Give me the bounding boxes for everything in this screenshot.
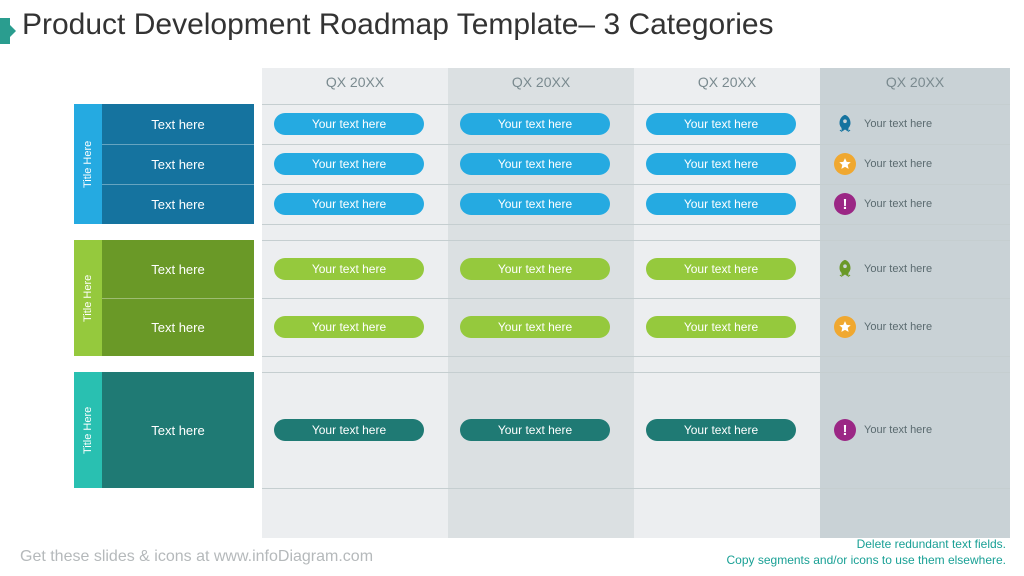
column-bg [262,68,448,538]
row-label: Text here [102,104,254,144]
footer-right-line2: Copy segments and/or icons to use them e… [727,552,1006,568]
category-divider [262,372,1010,373]
roadmap-pill: Your text here [460,153,610,175]
category-label: Title Here [74,372,102,488]
row-divider [262,298,1010,299]
alert-icon: ! [834,419,856,441]
column-header: QX 20XX [453,74,629,90]
footer-right-line1: Delete redundant text fields. [727,536,1006,552]
roadmap-pill: Your text here [460,193,610,215]
category-divider [262,356,1010,357]
roadmap-pill: Your text here [646,113,796,135]
footer-left: Get these slides & icons at www.infoDiag… [20,548,373,566]
milestone-text: Your text here [864,198,932,210]
row-divider [262,144,1010,145]
milestone-item: ! Your text here [826,419,932,441]
roadmap-pill: Your text here [460,419,610,441]
category-divider [262,488,1010,489]
milestone-item: Your text here [826,113,932,135]
column-bg [820,68,1010,538]
category-label: Title Here [74,104,102,224]
roadmap-pill: Your text here [646,316,796,338]
row-label: Text here [102,144,254,184]
title-accent-tab [0,18,10,44]
column-bg [448,68,634,538]
footer-right: Delete redundant text fields. Copy segme… [727,536,1006,568]
row-label: Text here [102,184,254,224]
milestone-item: Your text here [826,258,932,280]
category-divider [262,104,1010,105]
roadmap-pill: Your text here [274,419,424,441]
roadmap-pill: Your text here [460,316,610,338]
rocket-icon [834,258,856,280]
row-label: Text here [102,372,254,488]
roadmap-pill: Your text here [274,113,424,135]
category-label: Title Here [74,240,102,356]
roadmap-pill: Your text here [646,419,796,441]
column-header: QX 20XX [267,74,443,90]
row-label: Text here [102,298,254,356]
star-icon [834,153,856,175]
column-header: QX 20XX [827,74,1003,90]
milestone-item: Your text here [826,153,932,175]
milestone-text: Your text here [864,321,932,333]
roadmap-pill: Your text here [646,258,796,280]
milestone-item: ! Your text here [826,193,932,215]
alert-icon: ! [834,193,856,215]
row-label: Text here [102,240,254,298]
category-divider [262,240,1010,241]
milestone-text: Your text here [864,424,932,436]
milestone-text: Your text here [864,263,932,275]
milestone-text: Your text here [864,158,932,170]
roadmap-pill: Your text here [274,316,424,338]
roadmap-pill: Your text here [274,258,424,280]
column-header: QX 20XX [639,74,815,90]
roadmap-pill: Your text here [646,193,796,215]
page-title: Product Development Roadmap Template– 3 … [22,8,774,42]
row-divider [262,184,1010,185]
roadmap-pill: Your text here [460,113,610,135]
category-divider [262,224,1010,225]
star-icon [834,316,856,338]
roadmap-pill: Your text here [460,258,610,280]
milestone-text: Your text here [864,118,932,130]
rocket-icon [834,113,856,135]
roadmap-pill: Your text here [274,153,424,175]
roadmap-pill: Your text here [274,193,424,215]
column-bg [634,68,820,538]
roadmap-pill: Your text here [646,153,796,175]
milestone-item: Your text here [826,316,932,338]
